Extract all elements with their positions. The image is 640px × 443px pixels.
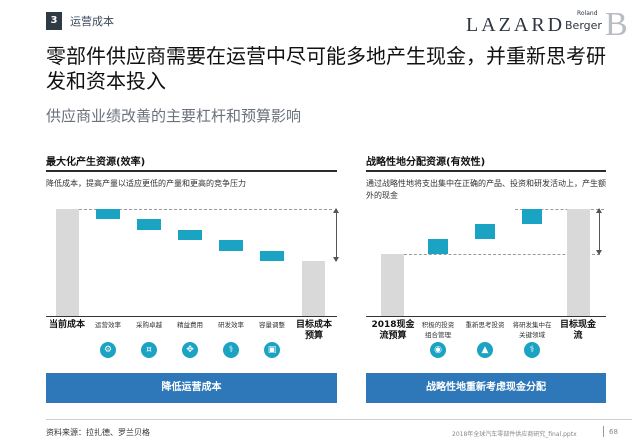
left-step-bar-2 — [137, 219, 161, 230]
right-baseline — [366, 316, 606, 317]
page-separator — [603, 426, 604, 437]
left-step-label-1: 运营效率 — [95, 321, 121, 329]
left-start-bar — [56, 209, 79, 316]
microscope-icon: ⚕ — [223, 342, 239, 358]
invest-icon: ▲ — [477, 342, 493, 358]
left-end-bar — [302, 261, 325, 316]
slide-headline: 零部件供应商需要在运营中尽可能多地产生现金，并重新思考研发和资本投入 — [46, 44, 606, 93]
left-panel-description: 降低成本，提高产量以适应更低的产量和更高的竞争压力 — [46, 179, 246, 188]
left-delta-arrow — [333, 208, 339, 262]
reallocate-cash-button[interactable]: 战略性地重新考虑现金分配 — [366, 373, 606, 403]
left-panel-rule — [46, 170, 337, 172]
piggy-bank-icon: ¤ — [141, 342, 157, 358]
portfolio-icon: ◉ — [430, 342, 446, 358]
right-start-label: 2018现金流预算 — [371, 320, 415, 341]
right-step-label-2: 重新思考投资 — [465, 321, 505, 329]
left-step-bar-3 — [178, 230, 202, 240]
left-step-label-5: 容量调整 — [259, 321, 285, 329]
source-note: 资料来源：拉扎德、罗兰贝格 — [46, 428, 150, 437]
left-panel-title: 最大化产生资源(效率) — [46, 157, 146, 168]
left-step-label-4: 研发效率 — [218, 321, 244, 329]
reduce-operating-cost-button[interactable]: 降低运营成本 — [46, 373, 337, 403]
left-top-guide — [79, 209, 332, 210]
right-delta-arrow — [596, 208, 602, 255]
right-start-bar — [381, 254, 404, 316]
file-name: 2018年全球汽车零部件供应商研究_final.pptx — [452, 431, 577, 438]
roland-berger-logo: B Roland Berger — [565, 6, 631, 44]
right-top-guide — [515, 209, 604, 210]
right-end-bar — [567, 209, 590, 316]
left-step-label-2: 采购卓越 — [136, 321, 162, 329]
microscope-icon: ⚕ — [524, 342, 540, 358]
section-number-badge: 3 — [46, 12, 62, 30]
roland-berger-logo-berger: Berger — [565, 19, 602, 32]
left-step-bar-4 — [219, 240, 243, 251]
roland-berger-logo-mark: B — [605, 6, 628, 43]
left-end-label: 目标成本预算 — [295, 320, 332, 341]
right-panel-description: 通过战略性地将支出集中在正确的产品、投资和研发活动上，产生额外的现金 — [366, 179, 606, 200]
right-end-label: 目标现金流 — [559, 320, 596, 341]
right-panel-rule — [366, 170, 606, 172]
factory-icon: ▣ — [264, 342, 280, 358]
left-step-bar-5 — [260, 251, 284, 261]
gear-icon: ⚙ — [100, 342, 116, 358]
lazard-logo: LAZARD — [466, 14, 566, 36]
right-step-bar-2 — [475, 224, 495, 239]
right-step-bar-1 — [428, 239, 448, 254]
right-step-label-1: 积极的投资组合管理 — [421, 321, 455, 339]
left-baseline — [46, 316, 337, 317]
left-start-label: 当前成本 — [48, 320, 85, 330]
right-bottom-guide — [404, 254, 600, 255]
page-number: 68 — [609, 428, 618, 436]
section-label: 运营成本 — [70, 15, 114, 28]
slide-subtitle: 供应商业绩改善的主要杠杆和预算影响 — [46, 107, 302, 125]
roland-berger-logo-roland: Roland — [577, 10, 598, 17]
right-step-label-3: 将研发集中在关键领域 — [512, 321, 552, 339]
right-step-bar-3 — [522, 209, 542, 224]
left-step-bar-1 — [96, 209, 120, 219]
right-panel-title: 战略性地分配资源(有效性) — [366, 157, 486, 168]
footer-divider — [46, 419, 632, 420]
left-step-label-3: 精益费用 — [177, 321, 203, 329]
arrows-icon: ✥ — [182, 342, 198, 358]
